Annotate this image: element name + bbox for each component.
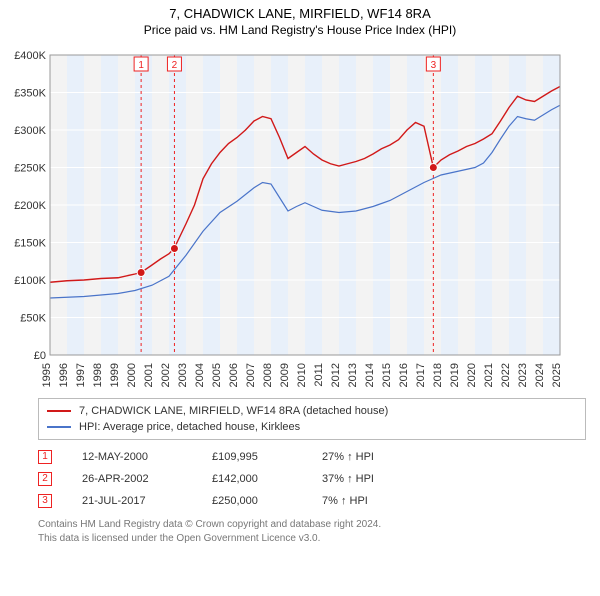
x-tick-label: 2001 bbox=[143, 363, 155, 387]
y-tick-label: £350K bbox=[14, 88, 46, 100]
x-tick-label: 2011 bbox=[313, 363, 325, 387]
event-pct: 27% ↑ HPI bbox=[322, 446, 402, 468]
x-tick-label: 2012 bbox=[330, 363, 342, 387]
event-price: £142,000 bbox=[212, 468, 292, 490]
event-row: 1 12-MAY-2000 £109,995 27% ↑ HPI bbox=[38, 446, 586, 468]
event-num-box: 2 bbox=[38, 472, 52, 486]
x-tick-label: 2016 bbox=[398, 363, 410, 387]
y-tick-label: £50K bbox=[20, 313, 46, 325]
x-tick-label: 1996 bbox=[58, 363, 70, 387]
y-tick-label: £100K bbox=[14, 275, 46, 287]
x-tick-label: 2006 bbox=[228, 363, 240, 387]
x-tick-label: 2009 bbox=[279, 363, 291, 387]
x-tick-label: 2017 bbox=[415, 363, 427, 387]
event-marker-num: 3 bbox=[431, 60, 437, 71]
x-tick-label: 2015 bbox=[381, 363, 393, 387]
legend-swatch-2 bbox=[47, 426, 71, 428]
event-num-box: 3 bbox=[38, 494, 52, 508]
footer-line1: Contains HM Land Registry data © Crown c… bbox=[38, 518, 586, 532]
event-point bbox=[429, 164, 437, 172]
legend-label-2: HPI: Average price, detached house, Kirk… bbox=[79, 419, 300, 435]
x-tick-label: 1998 bbox=[92, 363, 104, 387]
x-tick-label: 2025 bbox=[551, 363, 563, 387]
legend-swatch-1 bbox=[47, 410, 71, 412]
x-tick-label: 2021 bbox=[483, 363, 495, 387]
events-table: 1 12-MAY-2000 £109,995 27% ↑ HPI 2 26-APR-200… bbox=[38, 446, 586, 512]
y-tick-label: £0 bbox=[34, 350, 46, 362]
x-tick-label: 2003 bbox=[177, 363, 189, 387]
x-tick-label: 2022 bbox=[500, 363, 512, 387]
x-tick-label: 2000 bbox=[126, 363, 138, 387]
x-tick-label: 2007 bbox=[245, 363, 257, 387]
title-line1: 7, CHADWICK LANE, MIRFIELD, WF14 8RA bbox=[0, 6, 600, 21]
event-marker-num: 1 bbox=[138, 60, 144, 71]
x-tick-label: 2008 bbox=[262, 363, 274, 387]
event-row: 2 26-APR-2002 £142,000 37% ↑ HPI bbox=[38, 468, 586, 490]
x-tick-label: 2014 bbox=[364, 363, 376, 387]
x-tick-label: 2010 bbox=[296, 363, 308, 387]
y-tick-label: £200K bbox=[14, 200, 46, 212]
x-tick-label: 2023 bbox=[517, 363, 529, 387]
y-tick-label: £400K bbox=[14, 50, 46, 62]
event-row: 3 21-JUL-2017 £250,000 7% ↑ HPI bbox=[38, 490, 586, 512]
x-tick-label: 2005 bbox=[211, 363, 223, 387]
x-tick-label: 2013 bbox=[347, 363, 359, 387]
legend: 7, CHADWICK LANE, MIRFIELD, WF14 8RA (de… bbox=[38, 398, 586, 440]
event-price: £109,995 bbox=[212, 446, 292, 468]
x-tick-label: 2018 bbox=[432, 363, 444, 387]
event-date: 21-JUL-2017 bbox=[82, 490, 182, 512]
y-tick-label: £150K bbox=[14, 238, 46, 250]
footer-line2: This data is licensed under the Open Gov… bbox=[38, 532, 586, 546]
event-price: £250,000 bbox=[212, 490, 292, 512]
event-point bbox=[170, 245, 178, 253]
y-tick-label: £300K bbox=[14, 125, 46, 137]
event-point bbox=[137, 269, 145, 277]
x-tick-label: 1995 bbox=[41, 363, 53, 387]
event-date: 26-APR-2002 bbox=[82, 468, 182, 490]
event-pct: 7% ↑ HPI bbox=[322, 490, 402, 512]
event-marker-num: 2 bbox=[172, 60, 178, 71]
x-tick-label: 2019 bbox=[449, 363, 461, 387]
event-date: 12-MAY-2000 bbox=[82, 446, 182, 468]
x-tick-label: 2020 bbox=[466, 363, 478, 387]
x-tick-label: 2004 bbox=[194, 363, 206, 387]
legend-label-1: 7, CHADWICK LANE, MIRFIELD, WF14 8RA (de… bbox=[79, 403, 388, 419]
chart-svg: £0 £50K £100K £150K £200K £250K £300K £350K £400… bbox=[8, 47, 568, 387]
x-tick-label: 1997 bbox=[75, 363, 87, 387]
event-num-box: 1 bbox=[38, 450, 52, 464]
x-tick-label: 2002 bbox=[160, 363, 172, 387]
footer: Contains HM Land Registry data © Crown c… bbox=[38, 518, 586, 546]
x-tick-label: 1999 bbox=[109, 363, 121, 387]
chart: £0 £50K £100K £150K £200K £250K £300K £350K £400… bbox=[8, 47, 586, 392]
y-tick-label: £250K bbox=[14, 163, 46, 175]
title-line2: Price paid vs. HM Land Registry's House … bbox=[0, 23, 600, 37]
x-tick-label: 2024 bbox=[534, 363, 546, 387]
event-pct: 37% ↑ HPI bbox=[322, 468, 402, 490]
